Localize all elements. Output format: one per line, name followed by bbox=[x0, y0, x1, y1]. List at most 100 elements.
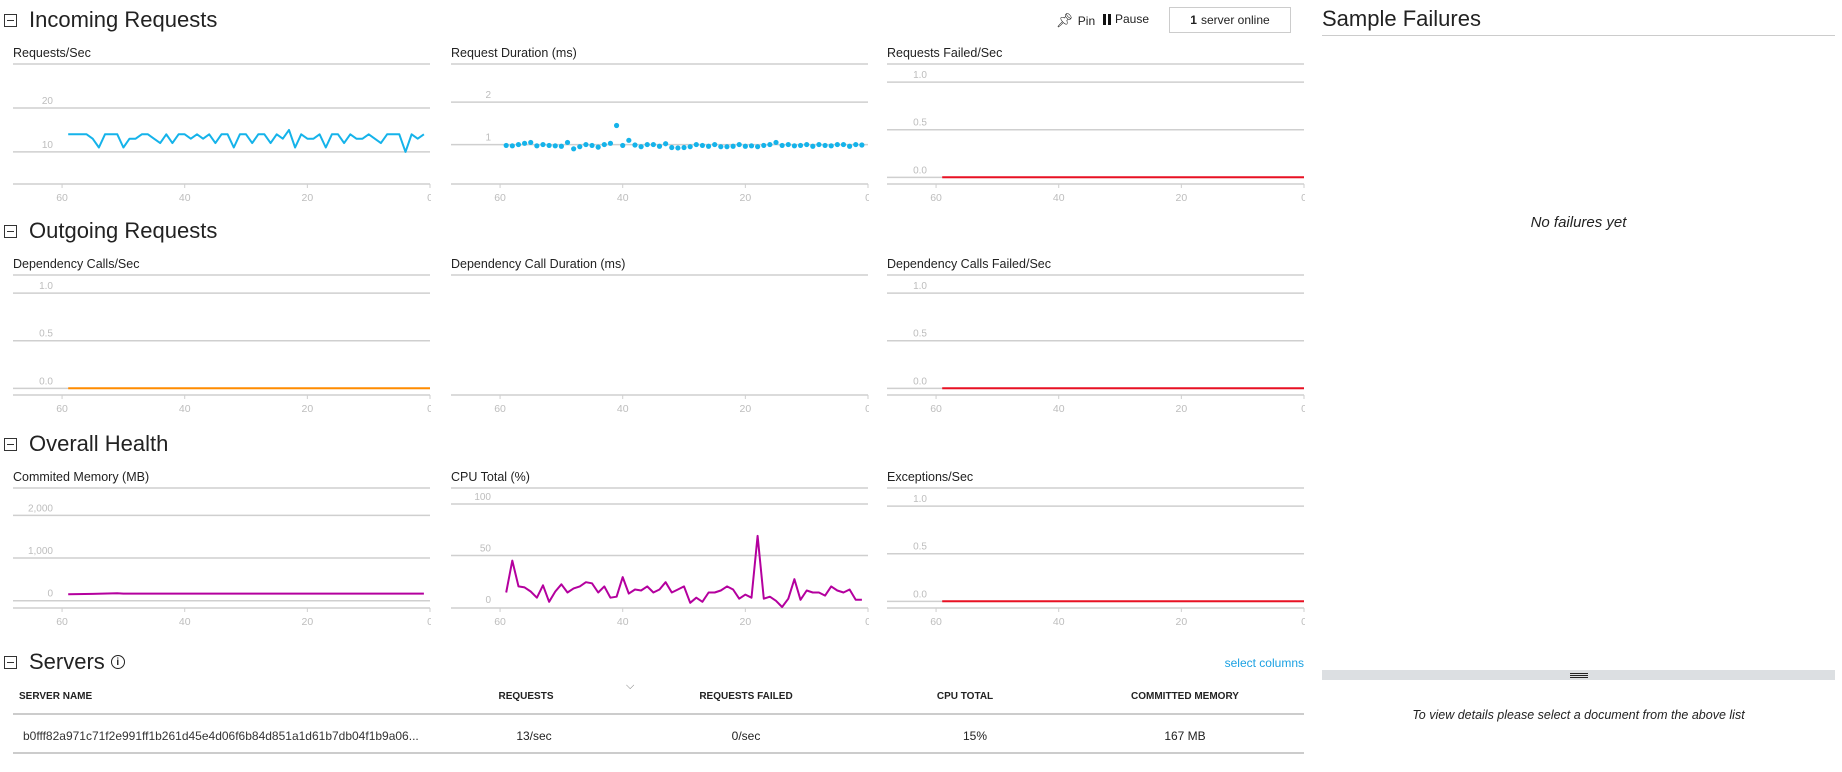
section-title: Incoming Requests bbox=[29, 7, 218, 32]
data-point bbox=[663, 141, 669, 147]
x-tick-label: 40 bbox=[617, 616, 629, 628]
x-tick-label: 20 bbox=[740, 403, 752, 415]
data-point bbox=[626, 137, 632, 143]
pause-icon bbox=[1103, 13, 1111, 25]
x-tick-label: 60 bbox=[930, 616, 942, 628]
chart-dependency-calls: Dependency Calls/Sec 0.0 0.5 1.0 60 40 20 0 bbox=[13, 257, 431, 427]
data-point bbox=[712, 141, 718, 148]
cell-committed-memory: 167 MB bbox=[1164, 729, 1206, 743]
y-tick-label: 1.0 bbox=[913, 70, 927, 81]
y-tick-label: 2 bbox=[485, 90, 491, 101]
data-point bbox=[564, 139, 571, 146]
data-point bbox=[705, 143, 712, 149]
x-tick-label: 60 bbox=[930, 192, 942, 204]
chart-exceptions: Exceptions/Sec 0.0 0.5 1.0 60 40 20 0 bbox=[887, 470, 1305, 640]
servers-online-button[interactable]: 1 server online bbox=[1169, 7, 1291, 33]
x-tick-label: 20 bbox=[302, 616, 314, 628]
chart-dependency-duration: Dependency Call Duration (ms) 60 40 20 0 bbox=[451, 257, 869, 427]
data-point bbox=[669, 144, 675, 151]
data-point bbox=[810, 143, 816, 149]
data-point bbox=[509, 143, 515, 149]
y-tick-label: 0.5 bbox=[39, 329, 53, 340]
data-point bbox=[853, 141, 859, 148]
pin-label: Pin bbox=[1077, 13, 1096, 28]
y-tick-label: 1 bbox=[485, 133, 491, 144]
chart-plot: 0.0 0.5 1.0 60 40 20 0 bbox=[887, 274, 1305, 415]
collapse-icon[interactable] bbox=[4, 655, 17, 669]
collapse-icon[interactable] bbox=[4, 437, 17, 451]
data-point bbox=[687, 144, 693, 150]
x-tick-label: 20 bbox=[1176, 616, 1188, 628]
y-tick-label: 0.0 bbox=[39, 376, 53, 387]
x-tick-label: 20 bbox=[302, 403, 314, 415]
data-point bbox=[822, 142, 828, 149]
info-icon[interactable]: i bbox=[110, 655, 125, 669]
y-tick-label: 0.5 bbox=[913, 329, 927, 340]
data-point bbox=[540, 141, 546, 148]
data-point bbox=[528, 139, 534, 146]
x-tick-label: 60 bbox=[56, 192, 68, 204]
x-tick-label: 40 bbox=[179, 616, 191, 628]
data-point bbox=[816, 141, 822, 148]
x-tick-label: 60 bbox=[56, 403, 68, 415]
x-tick-label: 20 bbox=[740, 192, 752, 204]
data-point bbox=[779, 142, 785, 149]
y-tick-label: 1,000 bbox=[28, 546, 53, 557]
section-title: Overall Health bbox=[29, 431, 169, 456]
collapse-icon[interactable] bbox=[4, 224, 17, 238]
chart-title: Commited Memory (MB) bbox=[13, 470, 150, 484]
pause-button[interactable]: Pause bbox=[1103, 12, 1149, 26]
column-header-cpu-total[interactable]: CPU TOTAL bbox=[936, 691, 994, 702]
data-point bbox=[755, 144, 761, 150]
x-tick-label: 40 bbox=[617, 192, 629, 204]
x-tick-label: 20 bbox=[740, 616, 752, 628]
collapse-icon[interactable] bbox=[4, 13, 17, 27]
chart-title: Request Duration (ms) bbox=[451, 46, 577, 60]
data-point bbox=[638, 144, 644, 150]
data-point bbox=[847, 143, 853, 149]
details-hint: To view details please select a document… bbox=[1412, 708, 1745, 722]
chart-plot: 60 40 20 0 bbox=[451, 274, 869, 415]
panel-divider bbox=[1322, 35, 1835, 36]
x-tick-label: 60 bbox=[56, 616, 68, 628]
column-header-committed-memory[interactable]: COMMITTED MEMORY bbox=[1131, 691, 1239, 702]
chart-title: CPU Total (%) bbox=[451, 470, 530, 484]
select-columns-link[interactable]: select columns bbox=[1224, 656, 1304, 670]
chart-plot: 0.0 0.5 1.0 60 40 20 0 bbox=[887, 487, 1305, 628]
y-tick-label: 0 bbox=[485, 595, 491, 606]
data-point bbox=[675, 145, 681, 151]
sort-chevron-icon[interactable]: ⌵ bbox=[626, 680, 635, 692]
chart-plot: 1 2 60 40 20 0 bbox=[451, 63, 869, 204]
column-header-requests[interactable]: REQUESTS bbox=[498, 691, 554, 702]
data-point bbox=[577, 144, 583, 150]
data-point bbox=[503, 142, 509, 149]
y-tick-label: 1.0 bbox=[39, 281, 53, 292]
y-tick-label: 0.5 bbox=[913, 542, 927, 553]
data-point bbox=[546, 142, 552, 149]
data-point bbox=[859, 142, 865, 148]
x-tick-label: 20 bbox=[1176, 192, 1188, 204]
x-tick-label: 40 bbox=[1053, 403, 1065, 415]
data-point bbox=[785, 141, 791, 148]
pin-button[interactable]: 📌︎ Pin bbox=[1056, 12, 1095, 29]
column-header-server-name[interactable]: SERVER NAME bbox=[19, 691, 93, 702]
chart-plot: 0.0 0.5 1.0 60 40 20 0 bbox=[887, 63, 1305, 204]
x-tick-label: 60 bbox=[494, 616, 506, 628]
overall-health-header: Overall Health bbox=[4, 431, 168, 457]
x-tick-label: 60 bbox=[494, 403, 506, 415]
data-point bbox=[583, 141, 589, 148]
column-header-requests-failed[interactable]: REQUESTS FAILED bbox=[699, 691, 793, 702]
data-point bbox=[650, 141, 656, 148]
x-tick-label: 0 bbox=[427, 403, 431, 415]
data-point bbox=[761, 142, 767, 149]
data-point bbox=[595, 144, 601, 150]
pin-icon: 📌︎ bbox=[1056, 12, 1074, 28]
section-title: Servers bbox=[29, 649, 105, 674]
chart-plot: 0 50 100 60 40 20 0 bbox=[451, 487, 869, 628]
splitter-handle[interactable] bbox=[1322, 670, 1835, 680]
chart-committed-memory: Commited Memory (MB) 0 1,000 2,000 60 40 20 0 bbox=[13, 470, 431, 640]
data-point bbox=[724, 144, 730, 150]
table-divider bbox=[13, 752, 1304, 754]
data-point bbox=[601, 141, 607, 148]
data-point bbox=[656, 143, 663, 149]
